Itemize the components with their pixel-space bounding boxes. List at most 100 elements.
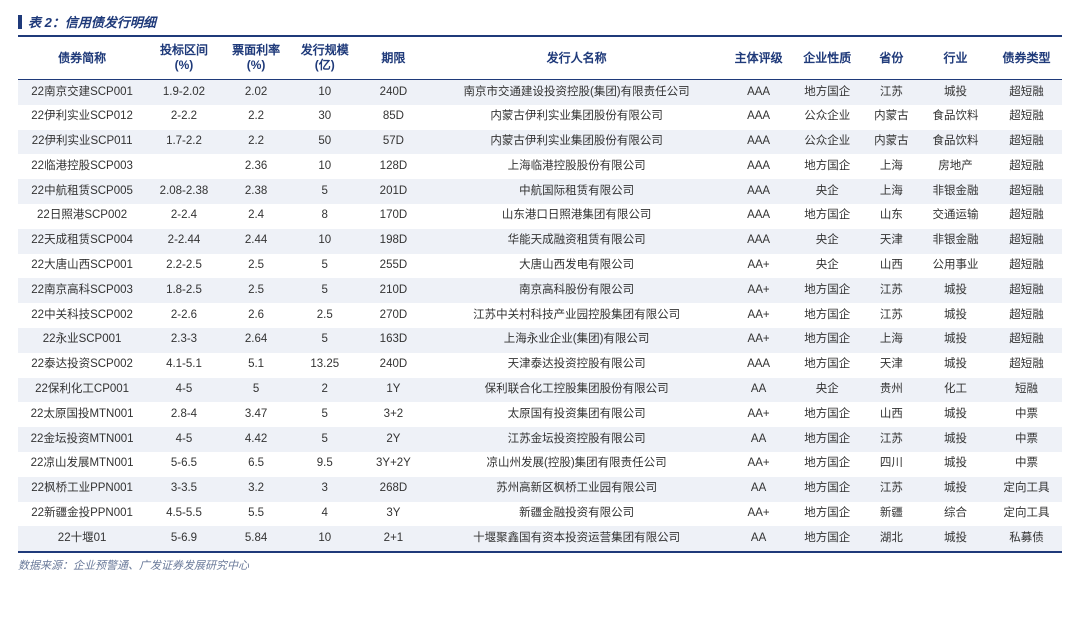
cell-industry: 城投	[920, 477, 991, 502]
table-row: 22泰达投资SCP0024.1-5.15.113.25240D天津泰达投资控股有…	[18, 353, 1062, 378]
cell-term: 163D	[359, 328, 428, 353]
cell-industry: 城投	[920, 80, 991, 105]
cell-industry: 食品饮料	[920, 130, 991, 155]
cell-coupon: 2.44	[222, 229, 291, 254]
cell-coupon: 2.5	[222, 254, 291, 279]
table-row: 22保利化工CP0014-5521Y保利联合化工控股集团股份有限公司AA央企贵州…	[18, 378, 1062, 403]
cell-size: 8	[290, 204, 359, 229]
cell-coupon: 5	[222, 378, 291, 403]
cell-bond_type: 超短融	[991, 229, 1062, 254]
cell-rating: AA	[725, 427, 791, 452]
cell-term: 240D	[359, 353, 428, 378]
cell-name: 22伊利实业SCP012	[18, 105, 146, 130]
cell-name: 22日照港SCP002	[18, 204, 146, 229]
cell-size: 13.25	[290, 353, 359, 378]
cell-bid_range: 2.8-4	[146, 402, 222, 427]
cell-name: 22枫桥工业PPN001	[18, 477, 146, 502]
cell-coupon: 2.5	[222, 278, 291, 303]
cell-name: 22伊利实业SCP011	[18, 130, 146, 155]
cell-province: 江苏	[863, 278, 920, 303]
cell-size: 5	[290, 179, 359, 204]
cell-bond_type: 超短融	[991, 130, 1062, 155]
cell-rating: AAA	[725, 130, 791, 155]
cell-nature: 地方国企	[792, 452, 863, 477]
cell-term: 85D	[359, 105, 428, 130]
cell-bid_range: 2.3-3	[146, 328, 222, 353]
cell-term: 57D	[359, 130, 428, 155]
header-row: 债券简称投标区间 (%)票面利率 (%)发行规模 (亿)期限发行人名称主体评级企…	[18, 36, 1062, 80]
cell-industry: 城投	[920, 353, 991, 378]
cell-nature: 地方国企	[792, 204, 863, 229]
cell-bid_range: 5-6.5	[146, 452, 222, 477]
cell-province: 上海	[863, 154, 920, 179]
cell-nature: 央企	[792, 229, 863, 254]
cell-coupon: 2.6	[222, 303, 291, 328]
cell-industry: 城投	[920, 452, 991, 477]
cell-issuer: 山东港口日照港集团有限公司	[428, 204, 726, 229]
cell-bond_type: 私募债	[991, 526, 1062, 552]
cell-province: 湖北	[863, 526, 920, 552]
col-header-rating: 主体评级	[725, 36, 791, 80]
cell-coupon: 2.38	[222, 179, 291, 204]
cell-nature: 公众企业	[792, 105, 863, 130]
cell-size: 9.5	[290, 452, 359, 477]
cell-province: 新疆	[863, 502, 920, 527]
cell-bond_type: 超短融	[991, 154, 1062, 179]
cell-coupon: 3.47	[222, 402, 291, 427]
cell-nature: 地方国企	[792, 526, 863, 552]
table-row: 22大唐山西SCP0012.2-2.52.55255D大唐山西发电有限公司AA+…	[18, 254, 1062, 279]
table-row: 22十堰015-6.95.84102+1十堰聚鑫国有资本投资运营集团有限公司AA…	[18, 526, 1062, 552]
cell-bid_range: 2-2.6	[146, 303, 222, 328]
cell-province: 江苏	[863, 303, 920, 328]
cell-size: 10	[290, 154, 359, 179]
cell-name: 22临港控股SCP003	[18, 154, 146, 179]
table-row: 22天成租赁SCP0042-2.442.4410198D华能天成融资租赁有限公司…	[18, 229, 1062, 254]
cell-bond_type: 超短融	[991, 204, 1062, 229]
cell-bid_range: 4-5	[146, 427, 222, 452]
table-row: 22南京高科SCP0031.8-2.52.55210D南京高科股份有限公司AA+…	[18, 278, 1062, 303]
cell-bond_type: 中票	[991, 402, 1062, 427]
cell-province: 江苏	[863, 427, 920, 452]
cell-nature: 央企	[792, 179, 863, 204]
cell-rating: AA+	[725, 328, 791, 353]
cell-name: 22太原国投MTN001	[18, 402, 146, 427]
cell-province: 四川	[863, 452, 920, 477]
cell-bid_range: 1.8-2.5	[146, 278, 222, 303]
cell-coupon: 5.84	[222, 526, 291, 552]
cell-province: 天津	[863, 353, 920, 378]
cell-bond_type: 中票	[991, 427, 1062, 452]
cell-bond_type: 短融	[991, 378, 1062, 403]
table-row: 22枫桥工业PPN0013-3.53.23268D苏州高新区枫桥工业园有限公司A…	[18, 477, 1062, 502]
cell-term: 1Y	[359, 378, 428, 403]
col-header-name: 债券简称	[18, 36, 146, 80]
cell-bid_range: 3-3.5	[146, 477, 222, 502]
cell-term: 240D	[359, 80, 428, 105]
cell-rating: AA	[725, 477, 791, 502]
cell-coupon: 2.4	[222, 204, 291, 229]
cell-industry: 综合	[920, 502, 991, 527]
table-row: 22日照港SCP0022-2.42.48170D山东港口日照港集团有限公司AAA…	[18, 204, 1062, 229]
cell-coupon: 2.2	[222, 105, 291, 130]
table-row: 22金坛投资MTN0014-54.4252Y江苏金坛投资控股有限公司AA地方国企…	[18, 427, 1062, 452]
cell-industry: 非银金融	[920, 229, 991, 254]
cell-issuer: 保利联合化工控股集团股份有限公司	[428, 378, 726, 403]
bond-issuance-table: 债券简称投标区间 (%)票面利率 (%)发行规模 (亿)期限发行人名称主体评级企…	[18, 35, 1062, 553]
cell-province: 山西	[863, 402, 920, 427]
cell-nature: 地方国企	[792, 353, 863, 378]
cell-coupon: 5.1	[222, 353, 291, 378]
cell-size: 2	[290, 378, 359, 403]
cell-rating: AA+	[725, 502, 791, 527]
cell-bond_type: 超短融	[991, 303, 1062, 328]
cell-issuer: 华能天成融资租赁有限公司	[428, 229, 726, 254]
cell-bid_range: 2.08-2.38	[146, 179, 222, 204]
cell-size: 30	[290, 105, 359, 130]
table-row: 22太原国投MTN0012.8-43.4753+2太原国有投资集团有限公司AA+…	[18, 402, 1062, 427]
cell-issuer: 新疆金融投资有限公司	[428, 502, 726, 527]
cell-coupon: 5.5	[222, 502, 291, 527]
cell-term: 2+1	[359, 526, 428, 552]
cell-name: 22中关科技SCP002	[18, 303, 146, 328]
cell-province: 上海	[863, 328, 920, 353]
cell-province: 内蒙古	[863, 130, 920, 155]
cell-term: 3+2	[359, 402, 428, 427]
col-header-bid_range: 投标区间 (%)	[146, 36, 222, 80]
